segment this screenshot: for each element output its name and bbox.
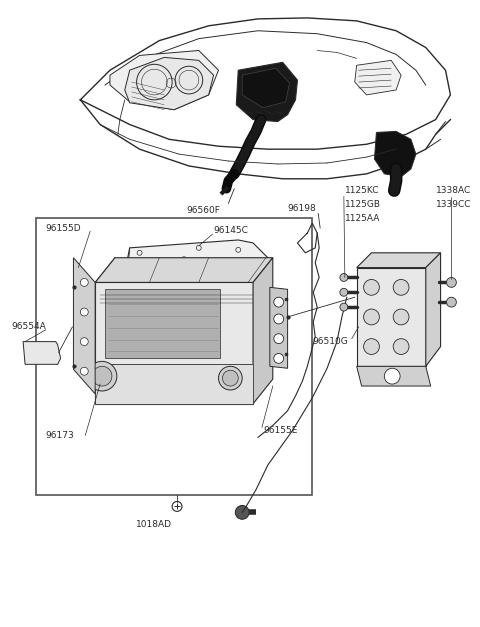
Bar — [169, 378, 183, 398]
Circle shape — [80, 308, 88, 316]
Circle shape — [274, 297, 284, 307]
Polygon shape — [357, 366, 431, 386]
Polygon shape — [357, 268, 426, 366]
Polygon shape — [374, 132, 416, 177]
Polygon shape — [125, 58, 214, 110]
Text: 96560F: 96560F — [187, 206, 221, 215]
Circle shape — [80, 278, 88, 287]
Circle shape — [340, 303, 348, 311]
Polygon shape — [95, 282, 253, 404]
Circle shape — [446, 278, 456, 287]
Polygon shape — [242, 68, 289, 108]
Text: 96155E: 96155E — [263, 426, 297, 435]
Circle shape — [393, 309, 409, 325]
Polygon shape — [110, 51, 218, 110]
Bar — [107, 378, 121, 398]
Text: 96155D: 96155D — [46, 224, 82, 233]
Circle shape — [92, 366, 112, 386]
Circle shape — [363, 309, 379, 325]
Circle shape — [87, 361, 117, 391]
Circle shape — [446, 297, 456, 307]
Text: 1125AA: 1125AA — [345, 214, 380, 223]
Circle shape — [363, 280, 379, 295]
Circle shape — [363, 339, 379, 354]
Text: 96173: 96173 — [46, 431, 74, 440]
Text: 1018AD: 1018AD — [136, 520, 172, 529]
Polygon shape — [95, 258, 273, 282]
Text: 96145C: 96145C — [214, 226, 249, 234]
Circle shape — [340, 288, 348, 296]
Bar — [36, 218, 312, 495]
Text: 1125GB: 1125GB — [345, 200, 381, 209]
Polygon shape — [95, 364, 253, 404]
Circle shape — [393, 339, 409, 354]
Polygon shape — [125, 240, 268, 287]
Polygon shape — [357, 253, 441, 268]
Text: 1338AC: 1338AC — [436, 186, 471, 195]
Bar — [209, 378, 222, 398]
Circle shape — [274, 354, 284, 363]
Text: 96198: 96198 — [288, 204, 316, 213]
Bar — [189, 378, 203, 398]
Circle shape — [235, 505, 249, 519]
Polygon shape — [23, 342, 60, 364]
Polygon shape — [73, 258, 95, 394]
Circle shape — [274, 334, 284, 344]
Polygon shape — [426, 253, 441, 366]
Text: 96510G: 96510G — [312, 337, 348, 346]
Circle shape — [274, 314, 284, 324]
Polygon shape — [105, 289, 220, 359]
Bar — [228, 378, 242, 398]
Circle shape — [218, 366, 242, 390]
Polygon shape — [270, 287, 288, 368]
Text: 96554A: 96554A — [11, 322, 46, 331]
Circle shape — [80, 338, 88, 345]
Text: 1125KC: 1125KC — [345, 186, 379, 195]
Bar — [149, 378, 163, 398]
Circle shape — [80, 367, 88, 375]
Circle shape — [384, 368, 400, 384]
Polygon shape — [236, 62, 298, 122]
Polygon shape — [355, 60, 401, 95]
Polygon shape — [253, 258, 273, 404]
Circle shape — [340, 273, 348, 282]
Text: 1339CC: 1339CC — [436, 200, 471, 209]
Circle shape — [393, 280, 409, 295]
Circle shape — [222, 371, 238, 386]
Bar — [127, 378, 141, 398]
